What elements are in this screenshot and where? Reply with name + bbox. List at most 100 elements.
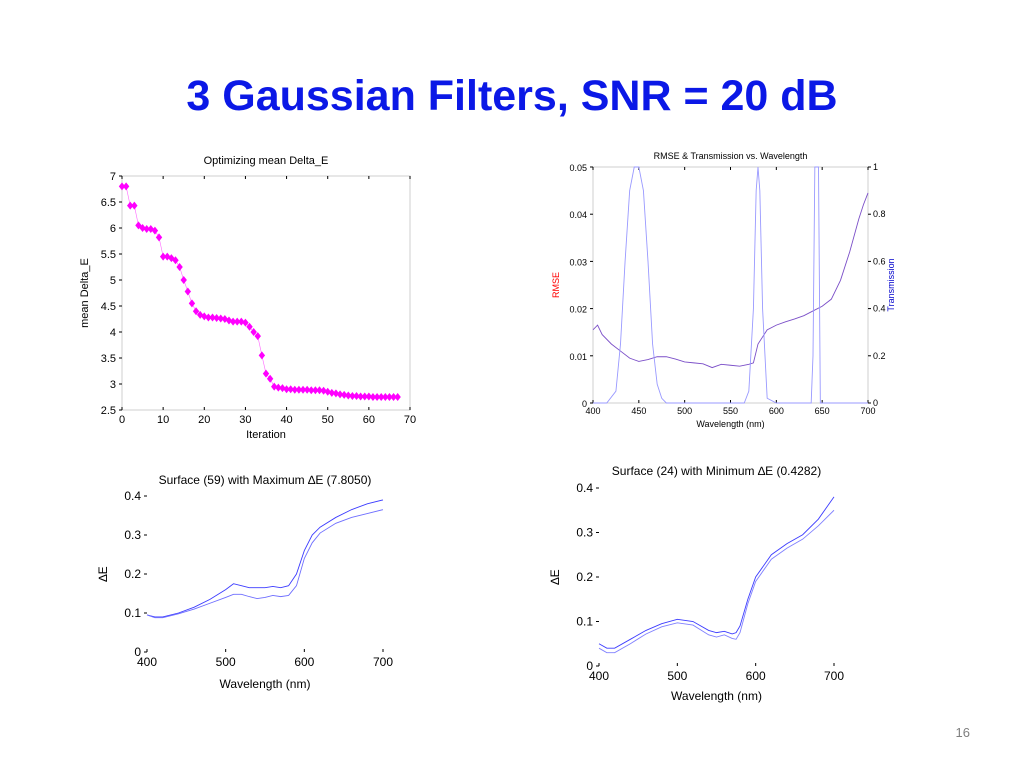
data-point [394, 393, 401, 401]
y-tick-label: 5 [110, 275, 116, 287]
data-point [131, 201, 138, 210]
y-tick-label: 0.01 [569, 352, 587, 362]
y-tick-label: 0.4 [576, 481, 593, 495]
series-line-2 [593, 166, 868, 404]
slide-title: 3 Gaussian Filters, SNR = 20 dB [186, 72, 838, 120]
x-tick-label: 700 [373, 655, 393, 669]
y2-tick-label: 0.8 [873, 209, 886, 219]
chart-1: Optimizing mean Delta_E 0 10 20 30 40 50 60 70 2.… [79, 155, 416, 441]
y-tick-label: 0 [586, 659, 593, 673]
y-tick-label: 5.5 [101, 249, 116, 261]
data-point [238, 317, 245, 326]
data-point [127, 201, 134, 210]
data-point [283, 385, 290, 394]
y-tick-label: 3 [110, 379, 116, 391]
chart-4: Surface (24) with Minimum ∆E (0.4282) 400… [548, 464, 844, 703]
data-point [184, 287, 192, 296]
data-point [320, 386, 327, 395]
chart-title: Surface (24) with Minimum ∆E (0.4282) [612, 464, 821, 478]
y-axis-label: mean Delta_E [79, 258, 91, 328]
data-point [151, 226, 159, 235]
data-point [378, 393, 385, 401]
x-tick-label: 30 [239, 414, 251, 426]
data-point [221, 315, 229, 323]
data-point [361, 392, 368, 401]
y-tick-label: 0.05 [569, 163, 587, 173]
data-point [118, 182, 126, 191]
data-point [369, 393, 377, 401]
data-point [345, 391, 352, 400]
x-tick-label: 0 [119, 414, 125, 426]
y-tick-label: 0.3 [124, 528, 141, 542]
data-point [217, 314, 224, 323]
series-line-2 [598, 509, 835, 654]
y-tick-label: 0.1 [576, 615, 593, 629]
chart-3: Surface (59) with Maximum ∆E (7.8050) 400… [96, 473, 393, 691]
data-point [373, 393, 381, 401]
data-point [275, 383, 282, 392]
y-tick-label: 0.1 [124, 606, 141, 620]
data-point [365, 392, 373, 401]
data-point [279, 384, 286, 393]
data-point [308, 386, 315, 395]
data-point [357, 392, 364, 401]
x-axis-label: Wavelength (nm) [220, 677, 311, 691]
data-point [258, 351, 266, 360]
x-tick-label: 700 [824, 669, 844, 683]
x-tick-label: 70 [404, 414, 416, 426]
data-point [246, 322, 253, 331]
data-point [386, 393, 393, 401]
y-tick-label: 0.03 [569, 257, 587, 267]
page-number: 16 [955, 725, 970, 740]
data-point [250, 328, 257, 336]
chart-title: RMSE & Transmission vs. Wavelength [654, 151, 808, 161]
data-point [295, 385, 303, 394]
y-tick-label: 0 [582, 399, 587, 409]
y-tick-label: 0 [134, 645, 141, 659]
x-tick-label: 400 [589, 669, 609, 683]
series-line-1 [146, 499, 384, 618]
x-tick-label: 400 [137, 655, 157, 669]
data-point [353, 391, 360, 400]
data-point [262, 369, 270, 378]
y-tick-label: 4.5 [101, 301, 116, 313]
y-tick-label: 0.2 [576, 570, 593, 584]
y-axis-label: ∆E [96, 566, 110, 581]
chart-title: Surface (59) with Maximum ∆E (7.8050) [159, 473, 372, 487]
y2-tick-label: 0 [873, 398, 878, 408]
y-tick-label: 0.04 [569, 210, 587, 220]
x-tick-label: 20 [198, 414, 210, 426]
plot-frame [592, 166, 869, 404]
chart-title: Optimizing mean Delta_E [204, 155, 329, 167]
data-point [229, 317, 237, 326]
x-tick-label: 10 [157, 414, 169, 426]
x-axis-label: Wavelength (nm) [696, 419, 764, 429]
y-tick-label: 6.5 [101, 197, 116, 209]
data-point [172, 256, 179, 265]
data-point [324, 387, 331, 396]
data-point [176, 263, 183, 271]
y-tick-label: 6 [110, 223, 116, 235]
data-point [201, 312, 208, 321]
data-point [242, 318, 249, 327]
y-axis-label: RMSE [551, 272, 561, 298]
chart-2: RMSE & Transmission vs. Wavelength 400 450… [551, 151, 896, 429]
data-point [316, 386, 323, 395]
series-line-1 [598, 496, 835, 649]
data-point [336, 390, 344, 399]
data-point [332, 389, 340, 398]
x-tick-label: 450 [631, 406, 646, 416]
data-point [180, 276, 187, 284]
data-point [340, 390, 348, 399]
y2-tick-label: 0.4 [873, 304, 886, 314]
series-line [122, 186, 398, 398]
x-axis-label: Iteration [246, 429, 286, 441]
data-point [349, 391, 356, 400]
y-tick-label: 2.5 [101, 405, 116, 417]
data-point [192, 307, 200, 316]
data-point [188, 299, 196, 308]
data-point [213, 313, 220, 322]
data-point [266, 374, 274, 383]
y-tick-label: 0.2 [124, 567, 141, 581]
